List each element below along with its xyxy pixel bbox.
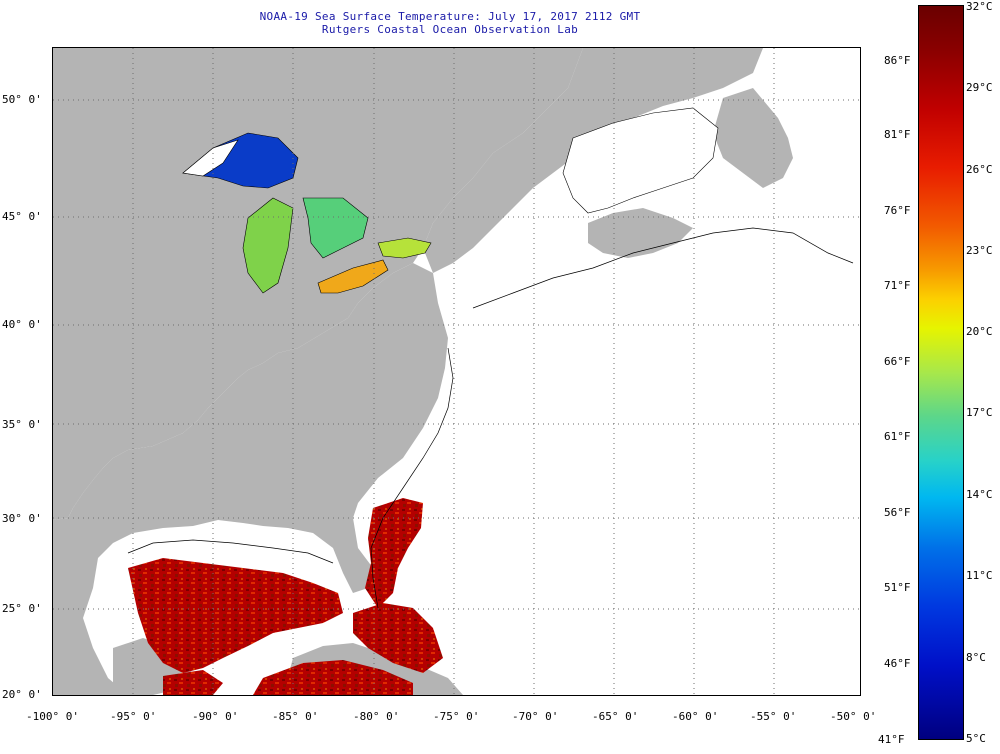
lake-michigan [242, 197, 294, 294]
colorbar-fahrenheit-label: 66°F [884, 355, 911, 368]
lat-label: 25° 0' [2, 602, 42, 615]
lon-label: -60° 0' [672, 710, 719, 723]
lon-label: -55° 0' [750, 710, 797, 723]
lake-ontario [377, 237, 432, 259]
lat-label: 30° 0' [2, 512, 42, 525]
colorbar-fahrenheit-label: 41°F [878, 733, 905, 746]
temperature-colorbar [918, 5, 964, 740]
lon-label: -65° 0' [592, 710, 639, 723]
lon-label: -85° 0' [272, 710, 319, 723]
sst-straits [353, 603, 443, 673]
lat-label: 50° 0' [2, 93, 42, 106]
colorbar-celsius-label: 32°C [966, 0, 993, 13]
colorbar-celsius-label: 26°C [966, 163, 993, 176]
land-southeast-us [53, 263, 448, 695]
lake-huron [302, 197, 369, 259]
lon-label: -100° 0' [26, 710, 79, 723]
shelf-contour-north [472, 227, 854, 309]
lake-erie [317, 259, 389, 294]
land-canada-east [423, 48, 763, 273]
shelf-contour-south [370, 347, 454, 609]
colorbar-fahrenheit-label: 56°F [884, 506, 911, 519]
colorbar-fahrenheit-label: 71°F [884, 279, 911, 292]
lon-label: -90° 0' [192, 710, 239, 723]
lon-label: -75° 0' [433, 710, 480, 723]
lon-label: -80° 0' [353, 710, 400, 723]
colorbar-celsius-label: 29°C [966, 81, 993, 94]
lon-label: -70° 0' [512, 710, 559, 723]
map-title: NOAA-19 Sea Surface Temperature: July 17… [259, 10, 641, 23]
lat-label: 45° 0' [2, 210, 42, 223]
colorbar-celsius-label: 23°C [966, 244, 993, 257]
sst-southeast-coast [365, 498, 423, 608]
sst-yucatan-patch [163, 670, 223, 695]
gulf-shelf-contour [127, 539, 334, 564]
lon-label: -50° 0' [830, 710, 877, 723]
colorbar-celsius-label: 20°C [966, 325, 993, 338]
colorbar-fahrenheit-label: 51°F [884, 581, 911, 594]
colorbar-celsius-label: 11°C [966, 569, 993, 582]
sst-map [52, 47, 861, 696]
lake-superior [182, 132, 299, 189]
colorbar-fahrenheit-label: 46°F [884, 657, 911, 670]
lat-label: 40° 0' [2, 318, 42, 331]
land-newfoundland [713, 88, 793, 188]
lat-label: 35° 0' [2, 418, 42, 431]
land-nova-scotia [588, 208, 693, 258]
gulf-st-lawrence [562, 107, 719, 214]
lake-superior-west [182, 139, 239, 177]
lon-label: -95° 0' [110, 710, 157, 723]
colorbar-celsius-label: 8°C [966, 651, 986, 664]
sst-gulf-of-mexico [128, 558, 343, 673]
map-subtitle: Rutgers Coastal Ocean Observation Lab [321, 23, 579, 36]
colorbar-fahrenheit-label: 81°F [884, 128, 911, 141]
map-canvas [53, 48, 860, 695]
colorbar-celsius-label: 14°C [966, 488, 993, 501]
colorbar-fahrenheit-label: 86°F [884, 54, 911, 67]
colorbar-celsius-label: 5°C [966, 732, 986, 745]
colorbar-fahrenheit-label: 61°F [884, 430, 911, 443]
lat-label: 20° 0' [2, 688, 42, 701]
colorbar-celsius-label: 17°C [966, 406, 993, 419]
colorbar-fahrenheit-label: 76°F [884, 204, 911, 217]
